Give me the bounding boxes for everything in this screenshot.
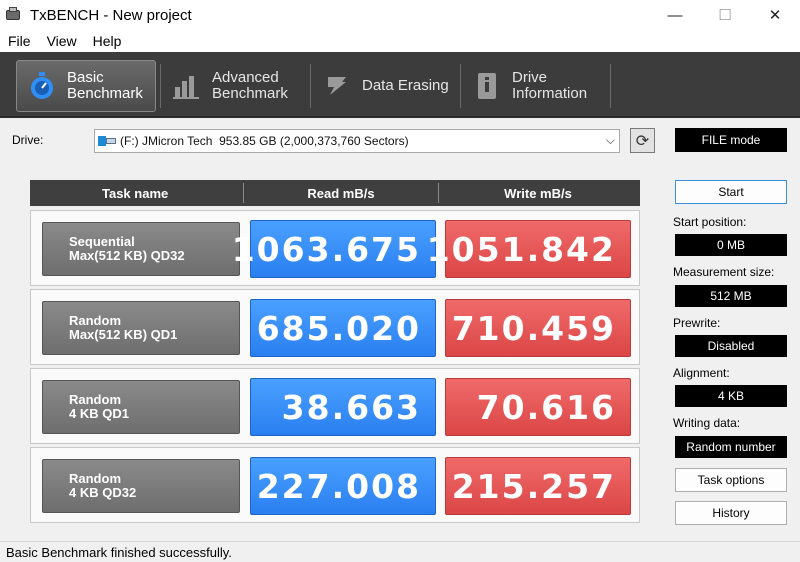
prewrite-label: Prewrite: (673, 316, 721, 330)
file-mode-indicator: FILE mode (675, 128, 787, 152)
tab-advanced-benchmark[interactable]: Advanced Benchmark (162, 60, 308, 112)
task-button-sequential-qd32[interactable]: Sequential Max(512 KB) QD32 (42, 222, 240, 276)
tab-basic-benchmark[interactable]: Basic Benchmark (16, 60, 156, 112)
bar-chart-icon (172, 71, 202, 101)
menu-file[interactable]: File (8, 33, 31, 49)
tab-advanced-benchmark-label: Advanced Benchmark (212, 69, 288, 102)
result-row-random-512k-qd1: Random Max(512 KB) QD1 685.020 710.459 (30, 289, 640, 365)
title-bar: TxBENCH - New project — ☐ ✕ (0, 0, 800, 30)
tab-divider (310, 64, 311, 108)
tab-data-erasing-label: Data Erasing (362, 77, 449, 94)
header-read: Read mB/s (307, 185, 375, 201)
tab-drive-information[interactable]: Drive Information (462, 60, 608, 112)
start-position-label: Start position: (673, 215, 747, 229)
refresh-icon: ⟳ (635, 132, 650, 150)
writing-data-value[interactable]: Random number (675, 436, 787, 458)
stopwatch-icon (27, 71, 57, 101)
tab-divider (610, 64, 611, 108)
status-message: Basic Benchmark finished successfully. (6, 544, 232, 560)
alignment-value[interactable]: 4 KB (675, 385, 787, 407)
write-speed-value: 1051.842 (427, 220, 631, 278)
result-row-random-4k-qd1: Random 4 KB QD1 38.663 70.616 (30, 368, 640, 444)
start-button[interactable]: Start (675, 180, 787, 204)
result-row-sequential-qd32: Sequential Max(512 KB) QD32 1063.675 105… (30, 210, 640, 286)
writing-data-label: Writing data: (673, 416, 741, 430)
menu-help[interactable]: Help (92, 33, 122, 49)
task-button-random-512k-qd1[interactable]: Random Max(512 KB) QD1 (42, 301, 240, 355)
maximize-button[interactable]: ☐ (718, 7, 732, 24)
header-divider (243, 183, 244, 203)
tab-drive-information-label: Drive Information (512, 69, 588, 102)
refresh-drive-button[interactable]: ⟳ (630, 128, 655, 153)
write-speed-value: 70.616 (445, 378, 631, 436)
window-controls: — ☐ ✕ (650, 0, 800, 30)
header-write: Write mB/s (504, 185, 572, 201)
read-speed-value: 227.008 (250, 457, 436, 515)
write-speed-value: 710.459 (445, 299, 631, 357)
usb-drive-icon (98, 135, 116, 147)
tab-basic-benchmark-label: Basic Benchmark (67, 69, 143, 102)
tab-divider (460, 64, 461, 108)
tab-divider (160, 64, 161, 108)
task-button-random-4k-qd32[interactable]: Random 4 KB QD32 (42, 459, 240, 513)
close-button[interactable]: ✕ (768, 7, 782, 24)
drive-select[interactable]: (F:) JMicron Tech 953.85 GB (2,000,373,7… (94, 129, 620, 153)
tab-data-erasing[interactable]: Data Erasing (312, 60, 458, 112)
menu-view[interactable]: View (46, 33, 77, 49)
drive-info-icon (472, 71, 502, 101)
status-bar: Basic Benchmark finished successfully. (0, 541, 800, 562)
menu-bar: File View Help (0, 30, 800, 52)
drive-select-value: (F:) JMicron Tech 953.85 GB (2,000,373,7… (120, 134, 409, 148)
prewrite-value[interactable]: Disabled (675, 335, 787, 357)
eraser-icon (322, 71, 352, 101)
read-speed-value: 1063.675 (232, 220, 436, 278)
minimize-button[interactable]: — (667, 6, 683, 24)
task-button-random-4k-qd1[interactable]: Random 4 KB QD1 (42, 380, 240, 434)
read-speed-value: 38.663 (250, 378, 436, 436)
results-panel: Task name Read mB/s Write mB/s Sequentia… (30, 180, 640, 525)
task-options-button[interactable]: Task options (675, 468, 787, 492)
drive-label: Drive: (12, 133, 44, 147)
alignment-label: Alignment: (673, 366, 730, 380)
result-row-random-4k-qd32: Random 4 KB QD32 227.008 215.257 (30, 447, 640, 523)
header-divider (438, 183, 439, 203)
write-speed-value: 215.257 (445, 457, 631, 515)
measurement-size-value[interactable]: 512 MB (675, 285, 787, 307)
measurement-size-label: Measurement size: (673, 265, 775, 279)
chevron-down-icon: ⌵ (605, 133, 615, 147)
history-button[interactable]: History (675, 501, 787, 525)
window-title: TxBENCH - New project (30, 6, 192, 24)
start-position-value[interactable]: 0 MB (675, 234, 787, 256)
tab-bar: Basic Benchmark Advanced Benchmark Data … (0, 52, 800, 118)
txbench-app-icon (6, 7, 22, 23)
read-speed-value: 685.020 (250, 299, 436, 357)
header-task-name: Task name (30, 180, 640, 206)
